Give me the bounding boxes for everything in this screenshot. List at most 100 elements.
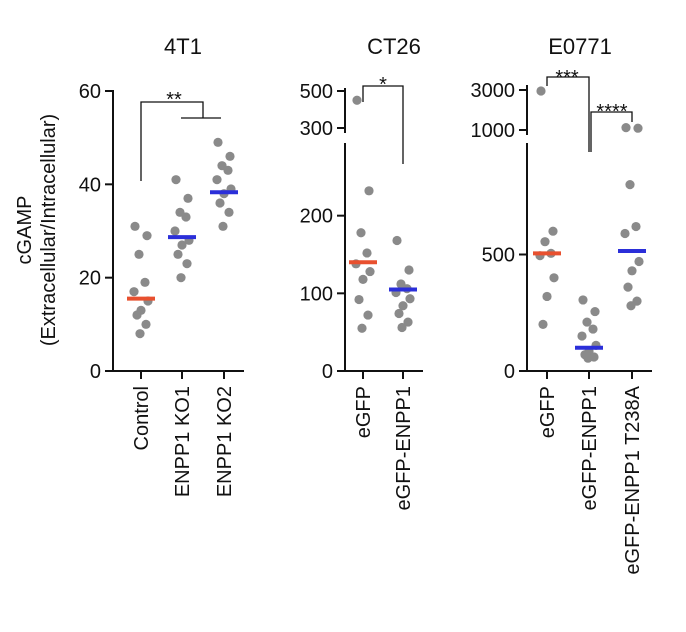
group-1-points bbox=[170, 175, 194, 283]
data-point bbox=[213, 137, 223, 147]
panel-e0771: E0771 0 500 1000 3000 eGFP eGFP-ENPP1 eGFP-ENPP… bbox=[471, 34, 652, 575]
x-tick-label: Control bbox=[131, 386, 153, 450]
data-point bbox=[540, 237, 550, 247]
data-point bbox=[354, 294, 364, 305]
x-tick-label: eGFP bbox=[353, 386, 375, 438]
data-point bbox=[398, 301, 408, 311]
y-tick-label: 100 bbox=[300, 283, 333, 305]
data-point bbox=[627, 266, 637, 276]
data-point bbox=[397, 322, 407, 333]
data-point bbox=[633, 123, 643, 133]
data-point bbox=[183, 193, 193, 203]
significance-bracket bbox=[590, 111, 633, 152]
data-point bbox=[590, 306, 600, 317]
x-tick-label: eGFP bbox=[537, 386, 559, 438]
data-point bbox=[392, 235, 402, 246]
data-point bbox=[583, 353, 593, 363]
panel-4t1: 4T1 0 20 40 60 Control ENPP1 KO1 ENPP1 KO2 ** bbox=[79, 34, 244, 497]
data-point bbox=[176, 273, 186, 283]
y-tick-label: 3000 bbox=[471, 80, 516, 102]
data-point bbox=[577, 331, 587, 341]
data-point bbox=[173, 249, 183, 259]
data-point bbox=[130, 221, 140, 231]
significance-label: ** bbox=[166, 89, 182, 111]
y-tick-label: 0 bbox=[504, 361, 515, 383]
data-point bbox=[362, 248, 372, 258]
data-point bbox=[177, 240, 187, 250]
data-point bbox=[626, 301, 636, 311]
data-point bbox=[588, 324, 598, 334]
y-tick-label: 500 bbox=[300, 81, 333, 103]
data-point bbox=[625, 180, 635, 190]
data-point bbox=[403, 317, 413, 327]
data-point bbox=[141, 319, 151, 329]
y-tick-label: 0 bbox=[90, 361, 101, 383]
x-tick-label: eGFP-ENPP1 bbox=[393, 386, 415, 510]
panel-ct26: CT26 0 100 200 300 500 eGFP eGFP-ENPP1 * bbox=[300, 34, 423, 510]
panel-title: 4T1 bbox=[164, 34, 202, 59]
data-point bbox=[356, 228, 366, 238]
data-point bbox=[225, 151, 235, 161]
data-point bbox=[181, 212, 191, 222]
y-tick-label: 0 bbox=[322, 361, 333, 383]
data-point bbox=[405, 294, 415, 304]
x-tick-label: ENPP1 KO1 bbox=[172, 386, 194, 497]
significance-label: *** bbox=[555, 67, 579, 89]
data-point bbox=[364, 186, 374, 196]
data-point bbox=[631, 221, 641, 232]
data-point bbox=[135, 329, 145, 339]
data-point bbox=[536, 86, 546, 96]
data-point bbox=[542, 291, 552, 302]
y-tick-label: 40 bbox=[79, 174, 101, 196]
y-tick-label: 1000 bbox=[471, 120, 516, 142]
data-point bbox=[548, 226, 558, 236]
x-tick-label: ENPP1 KO2 bbox=[214, 386, 236, 497]
y-axis-title-line2: (Extracellular/Intracellular) bbox=[38, 114, 60, 346]
y-tick-label: 300 bbox=[300, 118, 333, 140]
y-axis-title-line1: cGAMP bbox=[14, 196, 36, 265]
y-tick-label: 60 bbox=[79, 81, 101, 103]
y-axis-title: cGAMP (Extracellular/Intracellular) bbox=[14, 114, 60, 346]
data-point bbox=[182, 259, 192, 269]
data-point bbox=[223, 165, 233, 175]
data-point bbox=[171, 175, 181, 185]
group-2-points bbox=[212, 137, 236, 231]
data-point bbox=[132, 310, 142, 320]
data-point bbox=[365, 266, 375, 277]
data-point bbox=[358, 274, 368, 284]
data-point bbox=[404, 265, 414, 275]
data-point bbox=[363, 310, 373, 320]
data-point bbox=[357, 323, 367, 333]
data-point bbox=[224, 207, 234, 217]
group-1-points bbox=[391, 235, 415, 333]
data-point bbox=[352, 95, 362, 105]
data-point bbox=[212, 175, 222, 185]
panels: 4T1 0 20 40 60 Control ENPP1 KO1 ENPP1 KO2 ** CT2… bbox=[79, 34, 652, 575]
data-point bbox=[623, 282, 633, 292]
data-point bbox=[582, 317, 592, 327]
group-0-points bbox=[351, 95, 375, 333]
significance-bracket bbox=[546, 76, 590, 152]
data-point bbox=[129, 287, 139, 297]
x-tick-label: eGFP-ENPP1 bbox=[579, 386, 601, 510]
data-point bbox=[634, 256, 644, 267]
significance-label: * bbox=[379, 74, 387, 96]
data-point bbox=[621, 123, 631, 133]
data-point bbox=[394, 308, 404, 319]
data-point bbox=[549, 273, 559, 283]
data-point bbox=[215, 198, 225, 208]
group-0-points bbox=[129, 221, 153, 339]
data-point bbox=[142, 231, 152, 241]
group-0-points bbox=[535, 86, 559, 329]
significance-bracket bbox=[140, 101, 204, 181]
data-point bbox=[140, 277, 150, 287]
group-2-points bbox=[620, 123, 644, 311]
data-point bbox=[218, 221, 228, 231]
panel-title: CT26 bbox=[367, 34, 421, 59]
data-point bbox=[620, 228, 630, 239]
data-point bbox=[578, 295, 588, 305]
data-point bbox=[134, 249, 144, 259]
y-tick-label: 200 bbox=[300, 206, 333, 228]
